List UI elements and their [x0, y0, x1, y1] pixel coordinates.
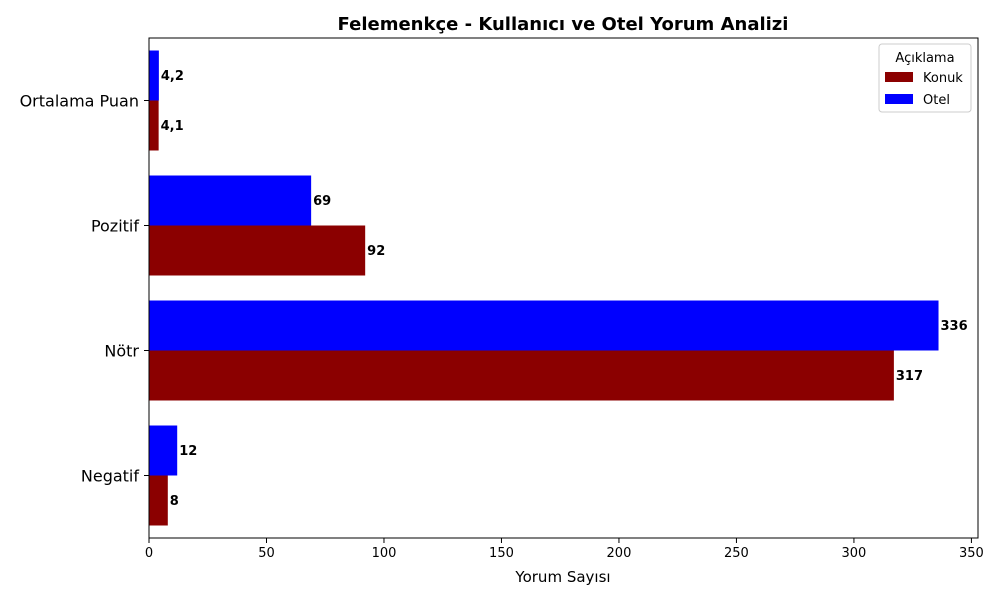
x-tick-label-7: 350: [959, 546, 984, 561]
bar-label-otel-2: 336: [941, 319, 968, 334]
x-tick-label-4: 200: [607, 546, 632, 561]
y-tick-label-3: Negatif: [81, 467, 139, 486]
legend-title: Açıklama: [895, 51, 954, 66]
x-tick-label-2: 100: [372, 546, 397, 561]
bar-otel-1: [149, 175, 312, 226]
x-tick-label-5: 250: [724, 546, 749, 561]
x-tick-label-0: 0: [145, 546, 153, 561]
bar-label-otel-1: 69: [313, 194, 331, 209]
x-tick-label-6: 300: [842, 546, 867, 561]
bar-konuk-1: [149, 225, 366, 276]
legend-label-konuk: Konuk: [923, 71, 963, 86]
bar-label-konuk-1: 92: [367, 244, 385, 259]
chart-title: Felemenkçe - Kullanıcı ve Otel Yorum Ana…: [338, 14, 789, 35]
bar-konuk-2: [149, 350, 894, 401]
bar-konuk-0: [149, 100, 159, 151]
bar-otel-2: [149, 300, 939, 351]
legend-label-otel: Otel: [923, 93, 950, 108]
bar-label-konuk-0: 4,1: [161, 119, 184, 134]
bars-layer: [149, 50, 939, 526]
x-tick-label-3: 150: [489, 546, 514, 561]
legend-swatch-otel: [885, 94, 913, 104]
bar-label-konuk-3: 8: [170, 494, 179, 509]
x-axis: 0 50 100 150 200 250 300 350: [145, 538, 984, 561]
bar-label-otel-0: 4,2: [161, 69, 184, 84]
legend-swatch-konuk: [885, 72, 913, 82]
bar-konuk-3: [149, 475, 168, 526]
bar-label-konuk-2: 317: [896, 369, 923, 384]
bar-otel-3: [149, 425, 178, 476]
x-axis-label: Yorum Sayısı: [514, 568, 610, 586]
y-tick-label-2: Nötr: [104, 342, 139, 361]
y-tick-label-0: Ortalama Puan: [20, 92, 139, 111]
y-axis: Ortalama Puan Pozitif Nötr Negatif: [20, 92, 149, 486]
legend: Açıklama Konuk Otel: [878, 43, 972, 113]
bar-label-otel-3: 12: [179, 444, 197, 459]
bar-otel-0: [149, 50, 159, 101]
plot-frame: [148, 37, 979, 539]
x-tick-label-1: 50: [258, 546, 275, 561]
y-tick-label-1: Pozitif: [91, 217, 139, 236]
bar-labels-layer: 4,2 4,1 69 92 336 317 12 8: [161, 69, 968, 509]
